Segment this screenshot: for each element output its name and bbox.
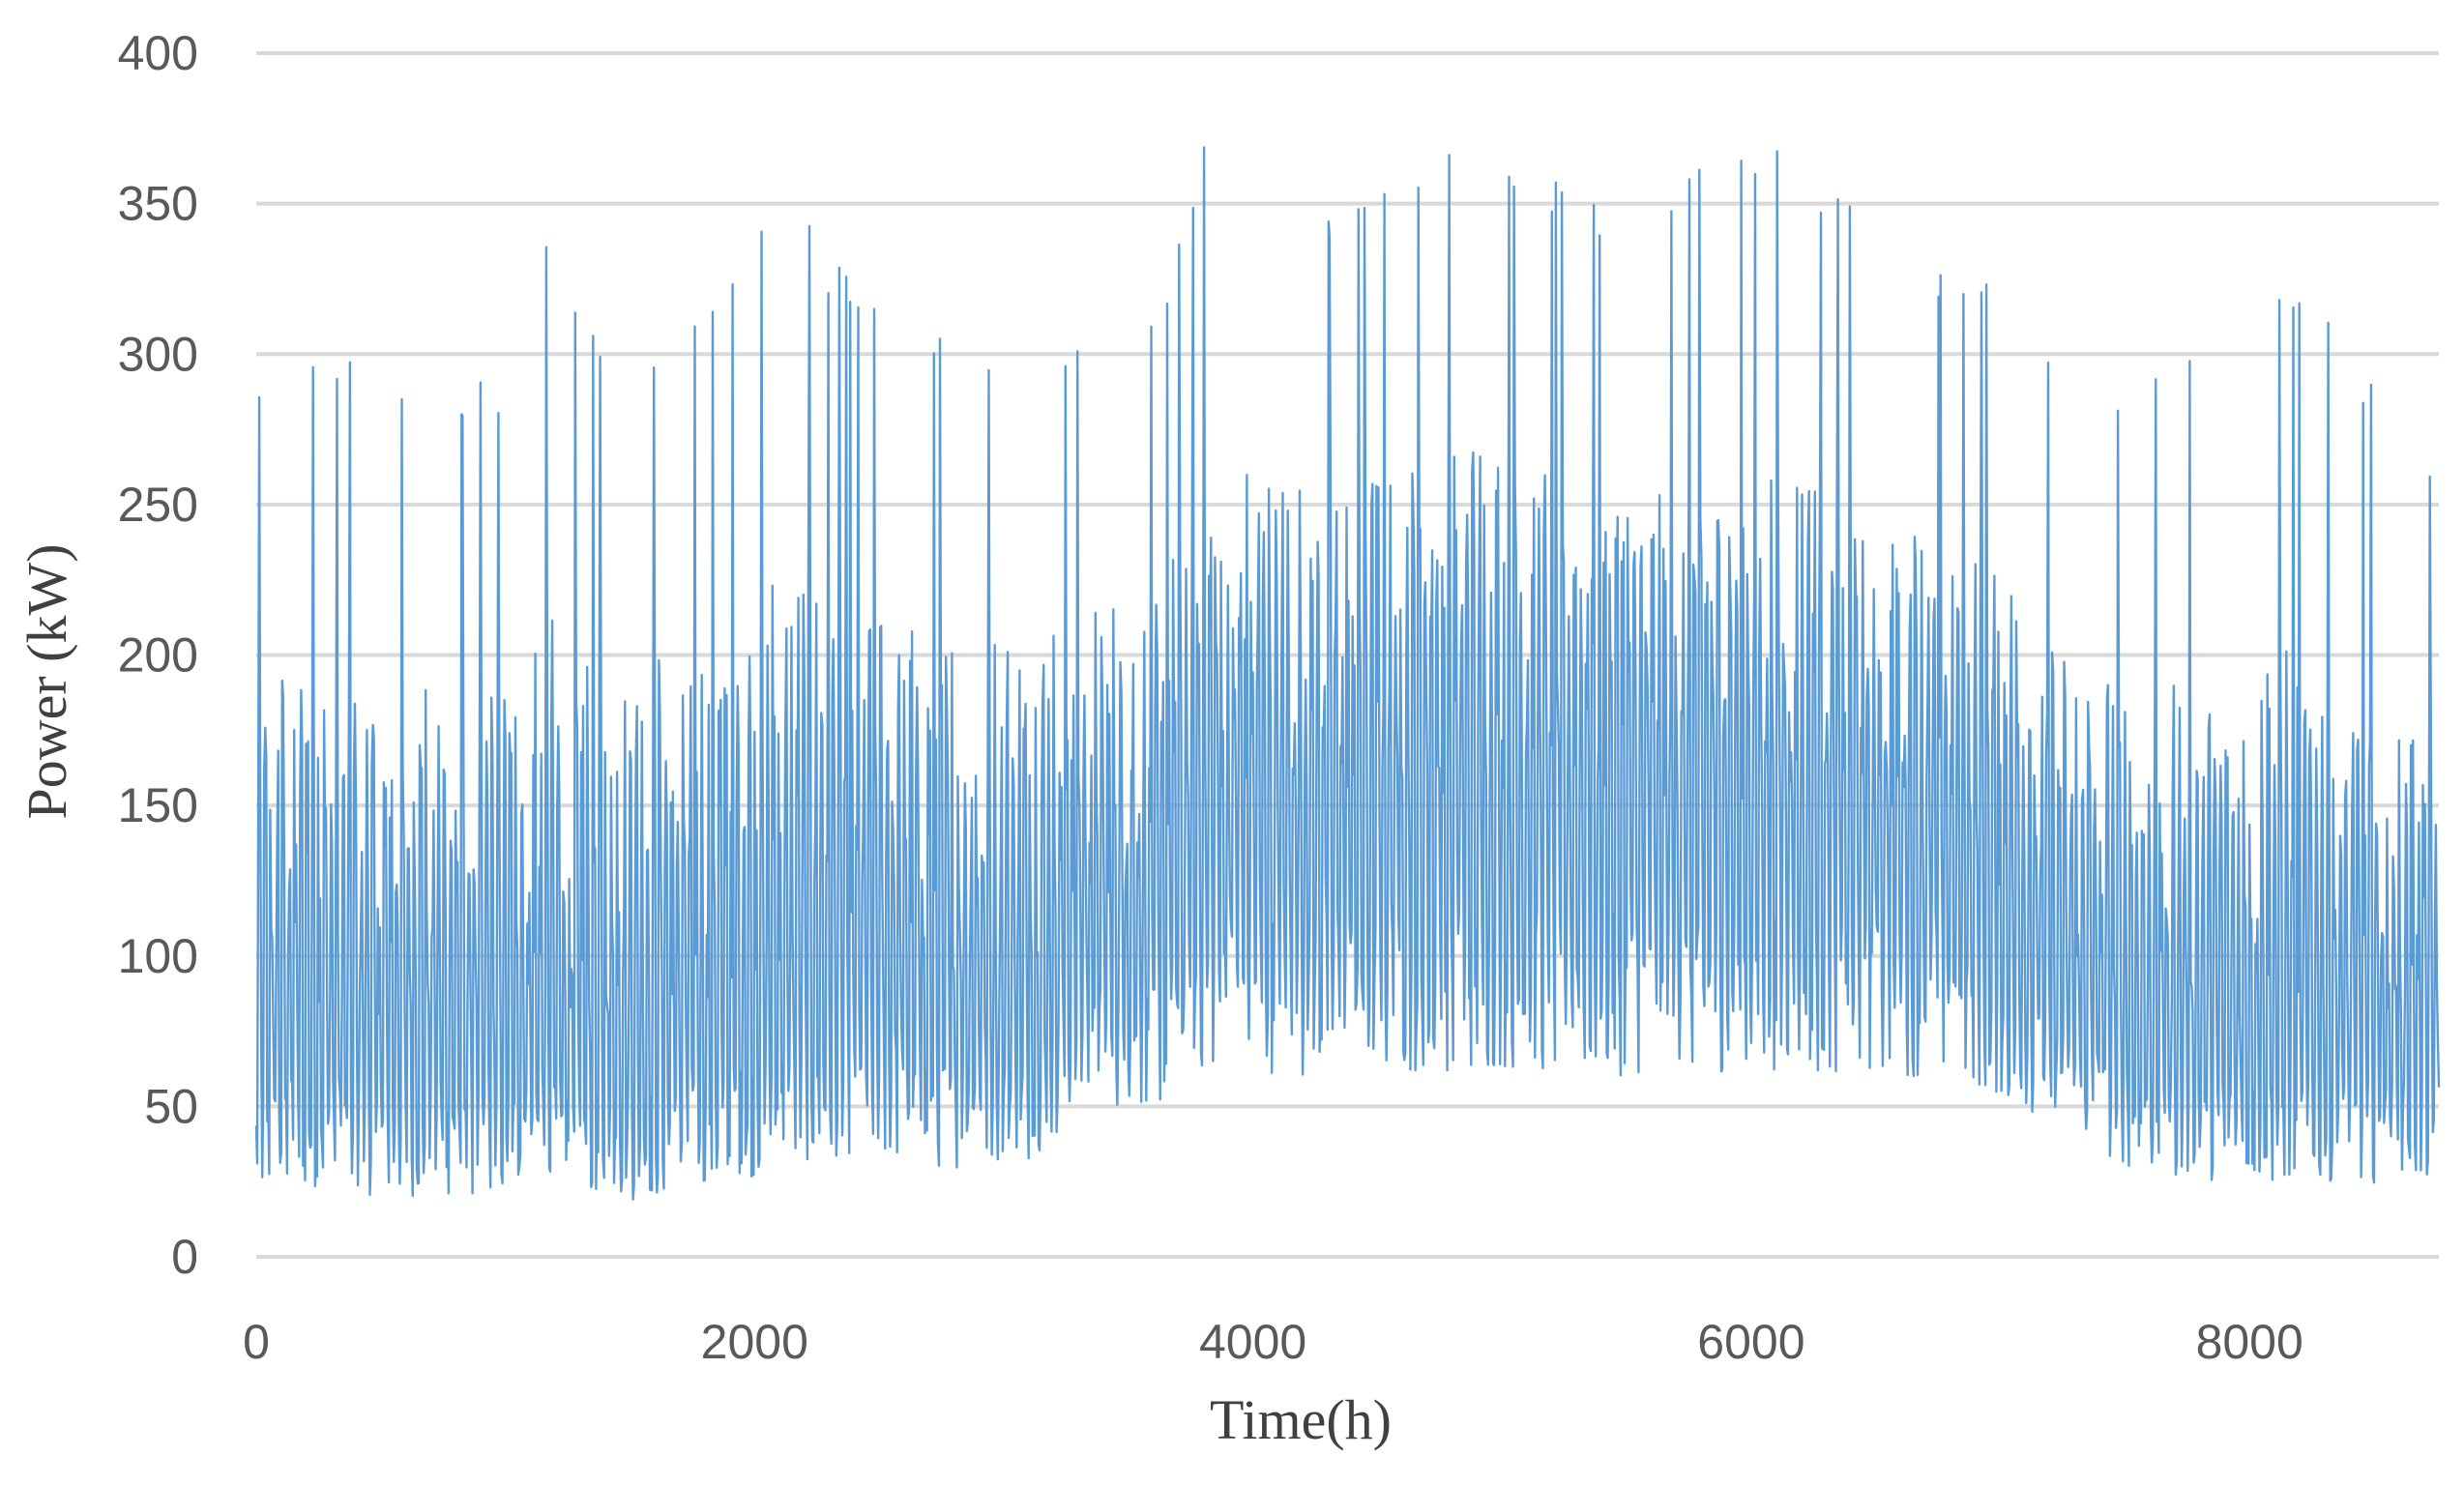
x-tick-label: 0 bbox=[243, 1315, 270, 1369]
y-tick-labels: 0 50 100 150 200 250 300 350 400 bbox=[118, 26, 198, 1284]
y-tick-label: 0 bbox=[171, 1230, 198, 1284]
x-tick-label: 8000 bbox=[2196, 1315, 2303, 1369]
power-series-line bbox=[254, 146, 2441, 1201]
y-tick-label: 350 bbox=[118, 177, 198, 231]
y-tick-label: 250 bbox=[118, 478, 198, 532]
y-axis-title: Power (kW) bbox=[15, 543, 78, 819]
x-tick-label: 6000 bbox=[1697, 1315, 1804, 1369]
x-tick-labels: 0 2000 4000 6000 8000 bbox=[243, 1315, 2303, 1369]
y-tick-label: 50 bbox=[144, 1079, 198, 1133]
y-tick-label: 400 bbox=[118, 26, 198, 80]
y-tick-label: 200 bbox=[118, 628, 198, 683]
y-tick-label: 150 bbox=[118, 778, 198, 832]
y-tick-label: 300 bbox=[118, 327, 198, 381]
series-group bbox=[254, 146, 2441, 1201]
y-tick-label: 100 bbox=[118, 929, 198, 983]
x-tick-label: 2000 bbox=[701, 1315, 808, 1369]
x-axis-title: Time(h) bbox=[1210, 1388, 1392, 1451]
x-tick-label: 4000 bbox=[1199, 1315, 1306, 1369]
